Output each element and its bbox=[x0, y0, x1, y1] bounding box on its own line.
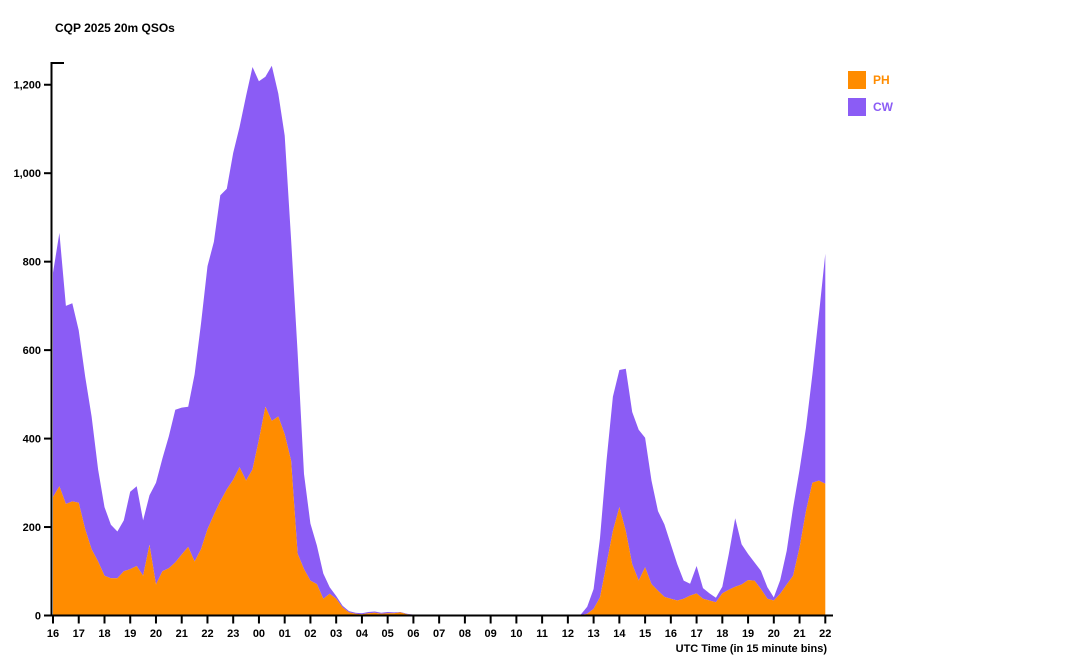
legend-item-cw: CW bbox=[848, 98, 893, 116]
y-tick-label: 1,200 bbox=[13, 80, 41, 92]
x-tick-label: 00 bbox=[253, 628, 265, 640]
legend-swatch-ph bbox=[848, 71, 866, 89]
x-tick-label: 20 bbox=[768, 628, 780, 640]
x-tick-label: 16 bbox=[665, 628, 677, 640]
x-tick-label: 19 bbox=[124, 628, 136, 640]
x-tick-label: 18 bbox=[716, 628, 728, 640]
x-tick-label: 05 bbox=[382, 628, 394, 640]
ph-area bbox=[53, 406, 826, 616]
x-axis-label: UTC Time (in 15 minute bins) bbox=[675, 643, 827, 655]
x-tick-label: 23 bbox=[227, 628, 239, 640]
x-tick-label: 17 bbox=[73, 628, 85, 640]
x-tick-label: 02 bbox=[304, 628, 316, 640]
x-tick-label: 13 bbox=[587, 628, 599, 640]
x-tick-label: 04 bbox=[356, 628, 369, 640]
x-tick-label: 14 bbox=[613, 628, 626, 640]
x-tick-label: 16 bbox=[47, 628, 59, 640]
x-tick-label: 21 bbox=[793, 628, 805, 640]
x-tick-label: 07 bbox=[433, 628, 445, 640]
x-tick-label: 11 bbox=[536, 628, 548, 640]
y-tick-label: 800 bbox=[23, 257, 41, 269]
cw-area bbox=[53, 65, 826, 616]
x-tick-label: 15 bbox=[639, 628, 651, 640]
x-tick-label: 22 bbox=[201, 628, 213, 640]
x-tick-label: 06 bbox=[407, 628, 419, 640]
x-tick-label: 09 bbox=[485, 628, 497, 640]
legend-label-cw: CW bbox=[873, 100, 893, 114]
y-tick-label: 1,000 bbox=[13, 168, 41, 180]
y-tick-label: 200 bbox=[23, 522, 41, 534]
x-tick-label: 01 bbox=[279, 628, 291, 640]
chart-title: CQP 2025 20m QSOs bbox=[55, 21, 175, 35]
y-tick-label: 400 bbox=[23, 434, 41, 446]
x-tick-label: 17 bbox=[690, 628, 702, 640]
legend-swatch-cw bbox=[848, 98, 866, 116]
x-tick-label: 03 bbox=[330, 628, 342, 640]
legend: PH CW bbox=[848, 71, 893, 125]
x-tick-label: 20 bbox=[150, 628, 162, 640]
x-tick-label: 21 bbox=[176, 628, 188, 640]
legend-item-ph: PH bbox=[848, 71, 893, 89]
x-tick-label: 18 bbox=[98, 628, 110, 640]
x-tick-label: 10 bbox=[510, 628, 522, 640]
x-tick-label: 22 bbox=[819, 628, 831, 640]
x-tick-label: 08 bbox=[459, 628, 471, 640]
x-tick-label: 19 bbox=[742, 628, 754, 640]
y-tick-label: 600 bbox=[23, 345, 41, 357]
x-tick-label: 12 bbox=[562, 628, 574, 640]
y-tick-label: 0 bbox=[35, 611, 41, 623]
legend-label-ph: PH bbox=[873, 73, 890, 87]
